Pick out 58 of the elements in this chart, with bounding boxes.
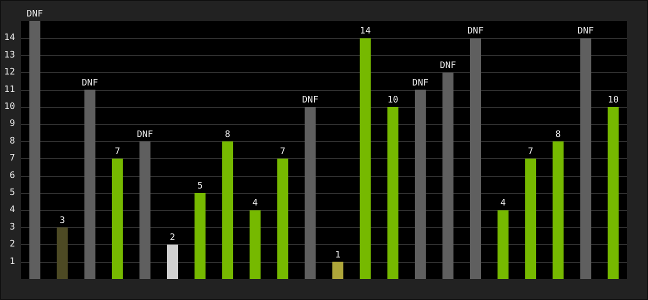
data-label: DNF — [578, 26, 594, 37]
bar — [442, 72, 454, 279]
bar — [498, 210, 509, 279]
bar — [277, 158, 288, 279]
bar — [222, 141, 234, 279]
y-tick-label: 5 — [10, 188, 15, 198]
y-tick-label: 9 — [10, 119, 15, 130]
y-tick-label: 10 — [4, 102, 15, 112]
data-label: DNF — [467, 26, 484, 37]
data-label: 10 — [387, 96, 398, 106]
y-tick-label: 7 — [10, 154, 15, 164]
data-label: DNF — [26, 10, 43, 20]
data-label: 4 — [252, 198, 258, 209]
data-label: DNF — [440, 61, 456, 72]
data-label: 3 — [60, 216, 66, 226]
bar — [332, 262, 344, 279]
bar — [360, 38, 371, 279]
data-label: DNF — [136, 130, 154, 140]
bar — [304, 107, 316, 279]
data-label: 2 — [170, 233, 176, 244]
data-label: 8 — [224, 130, 230, 140]
bar — [84, 90, 96, 279]
y-tick-label: 2 — [10, 240, 15, 250]
data-label: DNF — [412, 78, 429, 88]
bar — [470, 38, 481, 279]
y-tick-label: 4 — [10, 205, 15, 216]
data-label: 5 — [197, 182, 203, 192]
data-label: 4 — [500, 198, 506, 209]
data-label: 7 — [280, 147, 286, 158]
bar — [250, 210, 261, 279]
y-tick-label: 6 — [10, 170, 15, 181]
data-label: 8 — [555, 130, 561, 140]
bar — [414, 90, 426, 279]
data-label: DNF — [82, 78, 98, 88]
bar — [56, 227, 68, 279]
y-tick-label: 1 — [10, 256, 15, 267]
bar — [167, 244, 178, 279]
data-label: 7 — [114, 147, 120, 158]
bar — [112, 158, 123, 279]
bar — [139, 141, 150, 279]
y-tick-label: 14 — [4, 33, 15, 44]
bar — [194, 193, 206, 279]
y-tick-label: 11 — [4, 84, 15, 95]
bar — [580, 38, 592, 279]
y-tick-label: 12 — [4, 68, 15, 78]
bar — [525, 158, 536, 279]
bar — [552, 141, 564, 279]
y-tick-label: 13 — [4, 50, 15, 60]
bar — [608, 107, 619, 279]
data-label: 7 — [528, 147, 534, 158]
data-label: 1 — [335, 250, 340, 260]
y-tick-label: 3 — [10, 222, 15, 232]
data-label: 10 — [608, 96, 619, 106]
y-tick-label: 8 — [10, 136, 15, 146]
bar — [387, 107, 398, 279]
bar — [29, 21, 40, 279]
data-label: 14 — [360, 26, 371, 37]
data-label: DNF — [302, 96, 318, 106]
